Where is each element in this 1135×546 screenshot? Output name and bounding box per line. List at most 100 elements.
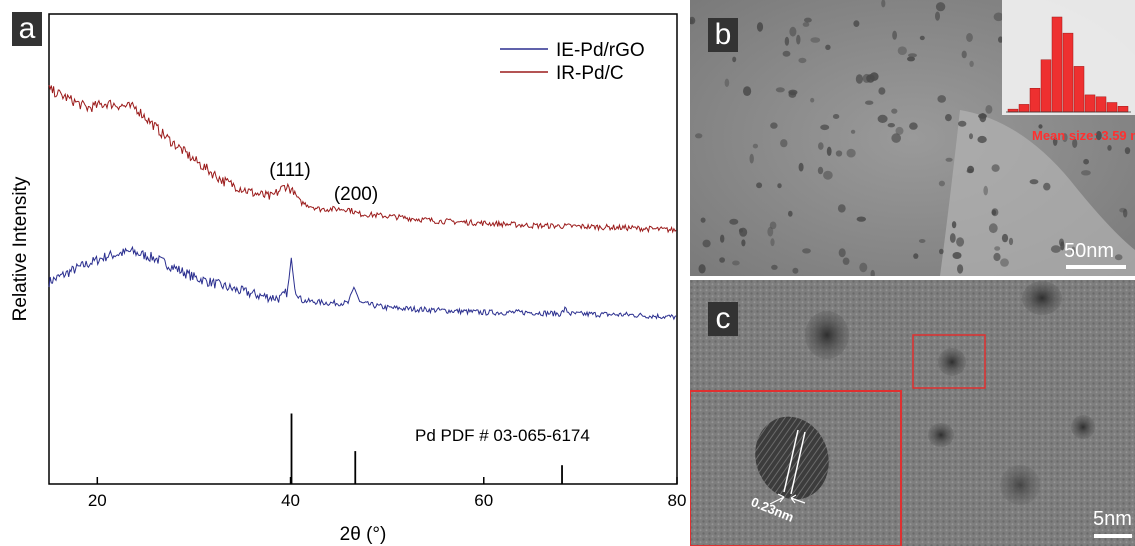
panel-label-b: b	[708, 18, 738, 52]
nanoparticle	[780, 139, 788, 148]
nanoparticle	[907, 56, 915, 62]
nanoparticle	[881, 0, 886, 8]
nanoparticle	[820, 124, 830, 131]
nanoparticle	[1052, 136, 1058, 146]
nanoparticle	[1001, 233, 1009, 243]
nanoparticle	[770, 238, 775, 247]
nanoparticle	[732, 56, 737, 63]
nanoparticle	[792, 267, 799, 274]
nanoparticle	[945, 114, 952, 122]
nanoparticle	[1107, 145, 1112, 151]
nanoparticle	[998, 36, 1004, 43]
x-axis-ticks: 20 40 60 80	[88, 477, 686, 510]
nanoparticle	[817, 166, 824, 175]
nanoparticle	[897, 46, 907, 55]
nanoparticle	[870, 269, 875, 276]
nanoparticle	[853, 20, 860, 27]
nanoparticle	[832, 114, 840, 119]
x-tick-label-60: 60	[474, 491, 493, 510]
histogram-bar	[1117, 106, 1129, 113]
legend-label-ir: IR-Pd/C	[556, 63, 624, 84]
nanoparticle	[1038, 124, 1043, 129]
nanoparticle	[729, 218, 739, 225]
nanoparticle	[741, 239, 746, 247]
peak-label-200: (200)	[334, 184, 378, 205]
nanoparticle	[993, 12, 1004, 22]
histogram-bar	[1106, 102, 1118, 113]
nanoparticle	[698, 264, 706, 274]
reference-peaks	[290, 413, 563, 484]
nanoparticle	[994, 246, 1001, 251]
scale-bar-c	[1094, 534, 1132, 538]
y-axis-label: Relative Intensity	[10, 176, 31, 321]
tem-panel-c: c 0.23nm 5nm	[690, 280, 1135, 546]
nanoparticle	[1083, 158, 1089, 165]
legend-label-ie: IE-Pd/rGO	[556, 40, 645, 61]
nanoparticle	[802, 22, 810, 27]
nanoparticle	[826, 146, 832, 156]
nanoparticle	[1124, 147, 1131, 155]
panel-label-a: a	[12, 12, 42, 46]
nanoparticle	[967, 165, 975, 173]
nanoparticle	[788, 91, 797, 98]
x-tick-label-20: 20	[88, 491, 107, 510]
tem-panel-b: b Mean size: 3.59 nm 50nm	[690, 0, 1135, 276]
nanoparticle	[855, 74, 863, 84]
nanoparticle	[977, 135, 987, 144]
nanoparticle	[887, 123, 895, 128]
panel-label-c: c	[708, 302, 738, 336]
nanoparticle	[935, 2, 946, 12]
nanoparticle	[969, 60, 974, 67]
x-tick-label-40: 40	[281, 491, 300, 510]
nanoparticle	[810, 37, 821, 43]
nanoparticle	[810, 97, 815, 103]
nanoparticle	[869, 72, 879, 81]
nanoparticle	[771, 264, 778, 270]
histogram-bar	[1029, 88, 1041, 113]
nanoparticle	[1123, 208, 1128, 218]
nanoparticle	[909, 122, 918, 130]
nanoparticle	[908, 53, 917, 58]
nanoparticle	[818, 142, 824, 150]
nanoparticle	[988, 223, 998, 234]
nanoparticle	[724, 78, 730, 88]
nanoparticle	[991, 208, 999, 217]
nanoparticle	[1000, 258, 1009, 267]
nanoparticle	[777, 183, 782, 189]
peak-label-111: (111)	[269, 160, 311, 181]
scale-bar-b	[1066, 265, 1126, 269]
nanoparticle	[775, 87, 785, 93]
plot-frame	[48, 13, 678, 485]
nanoparticle	[938, 180, 945, 187]
histogram-bar	[1007, 108, 1019, 113]
histogram-bar	[1040, 59, 1052, 113]
nanoparticle	[891, 108, 898, 114]
nanoparticle	[856, 216, 866, 222]
nanoparticle	[756, 182, 763, 189]
histogram-bar	[1018, 104, 1030, 113]
nanoparticle	[782, 50, 791, 57]
nanoparticle	[859, 262, 868, 273]
nanoparticle	[993, 252, 1001, 262]
nanoparticle	[865, 100, 874, 105]
nanoparticle	[985, 105, 993, 114]
nanoparticle	[720, 234, 725, 243]
tem-image-c	[690, 280, 1135, 546]
nanoparticle	[913, 253, 919, 259]
nanoparticle	[1071, 246, 1076, 255]
nanoparticle	[796, 34, 801, 45]
nanoparticle	[702, 239, 711, 248]
nanoparticle	[789, 26, 797, 37]
nanoparticle	[952, 252, 962, 259]
scale-text-c: 5nm	[1093, 508, 1132, 530]
histogram-bar	[1073, 66, 1085, 113]
x-axis-label: 2θ (°)	[340, 524, 387, 545]
nanoparticle	[951, 221, 957, 229]
nanoparticle	[935, 11, 940, 21]
series-lines	[48, 85, 677, 321]
nanoparticle	[788, 210, 793, 217]
nanoparticle	[842, 257, 850, 265]
histogram-bar	[1051, 16, 1063, 113]
nanoparticle	[919, 35, 925, 41]
nanoparticle	[743, 86, 752, 96]
